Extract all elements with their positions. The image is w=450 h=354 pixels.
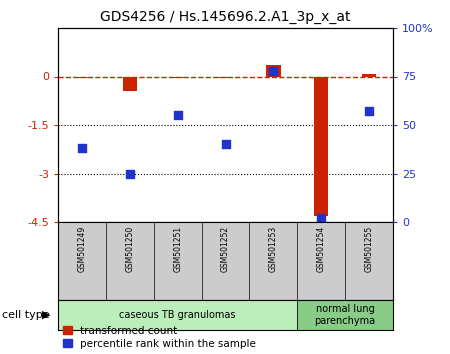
Bar	[266, 65, 280, 76]
Point	[365, 109, 373, 114]
Text: GSM501250: GSM501250	[125, 226, 134, 272]
Text: GSM501251: GSM501251	[173, 226, 182, 272]
Bar	[122, 76, 137, 91]
Bar	[218, 76, 233, 78]
Text: cell type: cell type	[2, 310, 50, 320]
Text: caseous TB granulomas: caseous TB granulomas	[119, 310, 236, 320]
Point	[126, 171, 133, 176]
Point	[270, 68, 277, 74]
Point	[318, 215, 325, 221]
Title: GDS4256 / Hs.145696.2.A1_3p_x_at: GDS4256 / Hs.145696.2.A1_3p_x_at	[100, 10, 351, 24]
Point	[222, 142, 229, 147]
Point	[174, 113, 181, 118]
Bar	[171, 76, 185, 78]
Bar	[297, 300, 393, 330]
Text: GSM501252: GSM501252	[221, 226, 230, 272]
Bar	[314, 76, 328, 216]
Text: GSM501254: GSM501254	[317, 226, 326, 272]
Point	[78, 145, 86, 151]
Text: GSM501255: GSM501255	[364, 226, 373, 272]
Text: GSM501253: GSM501253	[269, 226, 278, 272]
Bar	[362, 74, 376, 76]
Text: ▶: ▶	[42, 310, 51, 320]
Bar	[58, 300, 297, 330]
Text: normal lung
parenchyma: normal lung parenchyma	[315, 304, 376, 326]
Bar	[75, 76, 89, 78]
Legend: transformed count, percentile rank within the sample: transformed count, percentile rank withi…	[63, 326, 256, 349]
Text: GSM501249: GSM501249	[77, 226, 86, 272]
